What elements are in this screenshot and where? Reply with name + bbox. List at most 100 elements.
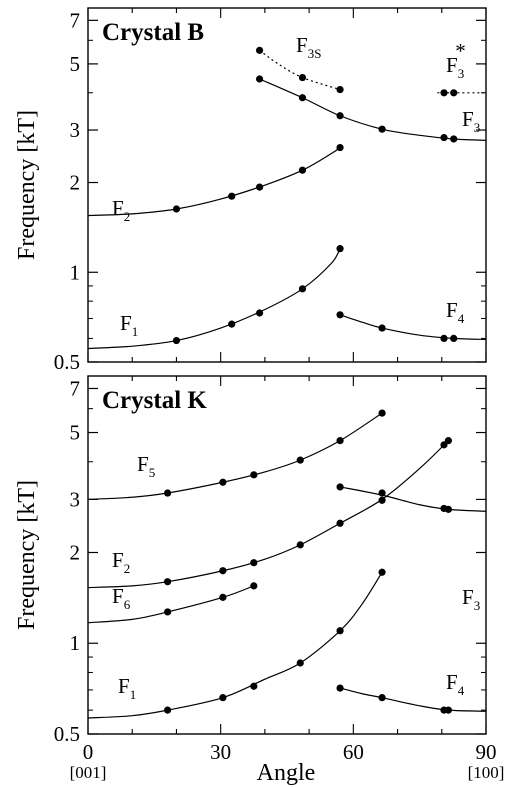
data-point	[298, 94, 307, 102]
data-point	[378, 324, 386, 332]
data-point	[378, 125, 386, 133]
series-label: F4	[446, 298, 465, 326]
data-point	[255, 309, 264, 317]
data-point	[336, 245, 344, 253]
x-tick-label: 90	[476, 740, 497, 764]
data-point	[336, 684, 344, 692]
data-point	[440, 334, 448, 342]
data-point	[378, 409, 386, 417]
data-point	[336, 85, 344, 94]
x-tick-label: 0	[83, 740, 94, 764]
series-curve-2	[87, 440, 449, 589]
data-point	[219, 567, 227, 575]
data-point	[336, 143, 344, 152]
data-point	[228, 320, 236, 328]
x-axis-start-label: [001]	[70, 763, 107, 782]
series-label: F5	[137, 452, 155, 480]
data-point	[219, 694, 227, 702]
data-point	[164, 578, 172, 586]
plot-frame	[87, 375, 487, 735]
data-point	[450, 334, 458, 342]
data-point	[440, 133, 448, 142]
x-tick-label: 60	[343, 740, 364, 764]
y-tick-label: 3	[70, 118, 81, 142]
data-point	[378, 694, 386, 702]
data-point	[219, 593, 227, 601]
plot-frame	[87, 7, 487, 363]
data-point	[219, 478, 227, 486]
y-tick-label: 0.5	[54, 722, 80, 746]
series-label: F4	[446, 670, 465, 698]
x-axis-title: Angle	[257, 760, 316, 786]
data-point	[378, 489, 386, 497]
series-label: F3S	[296, 33, 321, 61]
data-point	[250, 682, 258, 690]
data-point	[250, 582, 258, 590]
data-point	[164, 706, 172, 714]
data-point	[164, 489, 172, 497]
data-point	[336, 311, 344, 319]
data-point	[444, 505, 453, 513]
series-label: F1	[120, 311, 138, 339]
panel-crystal-k: 0.5 1 2 3 5 7 0 30 60 90 Crystal K Frequency [kT] F1…	[14, 375, 497, 764]
data-point	[298, 73, 307, 82]
data-point	[444, 706, 453, 714]
y-tick-label: 1	[70, 260, 81, 284]
data-point	[296, 659, 304, 667]
series-curve-1	[87, 248, 341, 350]
y-axis-title: Frequency [kT]	[14, 480, 40, 630]
x-axis-end-label: [100]	[468, 763, 505, 782]
y-tick-label: 1	[70, 631, 81, 655]
data-point	[450, 89, 458, 97]
data-point	[296, 541, 304, 549]
data-point	[378, 568, 386, 576]
series-label: F2	[112, 196, 130, 224]
data-point	[250, 471, 258, 479]
data-point	[336, 627, 344, 635]
data-point	[336, 112, 344, 120]
data-point	[172, 205, 181, 213]
y-tick-label: 0.5	[54, 350, 80, 374]
y-tick-label: 5	[70, 52, 81, 76]
data-point	[255, 75, 264, 83]
series-curve-5	[87, 412, 383, 501]
series-curve-3	[259, 78, 487, 141]
series-label: F1	[118, 674, 136, 702]
data-point	[336, 519, 344, 527]
data-point	[296, 456, 304, 464]
x-tick-label: 30	[210, 740, 231, 764]
data-point	[172, 336, 181, 345]
data-point	[298, 166, 307, 174]
y-tick-label: 2	[70, 540, 81, 564]
y-tick-label: 5	[70, 421, 81, 445]
panel-crystal-b: 0.5 1 2 3 5 7 Crystal B Frequency [kT] F1 F2 F3 F3S…	[14, 7, 487, 374]
series-label: F6	[112, 584, 131, 612]
series-label: F3	[462, 107, 480, 135]
series-label: F2	[112, 548, 130, 576]
series-curve-2	[87, 147, 341, 217]
series-curve-3	[339, 486, 487, 512]
data-point	[378, 496, 386, 504]
series-label: F3*	[446, 39, 466, 81]
data-point	[336, 437, 344, 445]
y-tick-label: 7	[70, 376, 81, 400]
data-point	[444, 437, 453, 445]
data-point	[255, 183, 264, 191]
data-point	[164, 608, 172, 616]
data-point	[336, 483, 344, 491]
panel-title: Crystal K	[102, 387, 207, 414]
data-point	[228, 192, 236, 200]
y-tick-label: 7	[70, 8, 81, 32]
y-tick-label: 2	[70, 171, 81, 195]
y-axis-title: Frequency [kT]	[14, 110, 40, 260]
data-point	[298, 285, 307, 293]
series-label: F3	[462, 585, 480, 613]
panel-title: Crystal B	[102, 19, 204, 46]
data-point	[440, 89, 448, 97]
data-point	[250, 559, 258, 567]
y-tick-label: 3	[70, 487, 81, 511]
series-curve-3s	[259, 49, 341, 91]
series-curve-1	[87, 571, 383, 719]
data-point	[450, 135, 458, 143]
